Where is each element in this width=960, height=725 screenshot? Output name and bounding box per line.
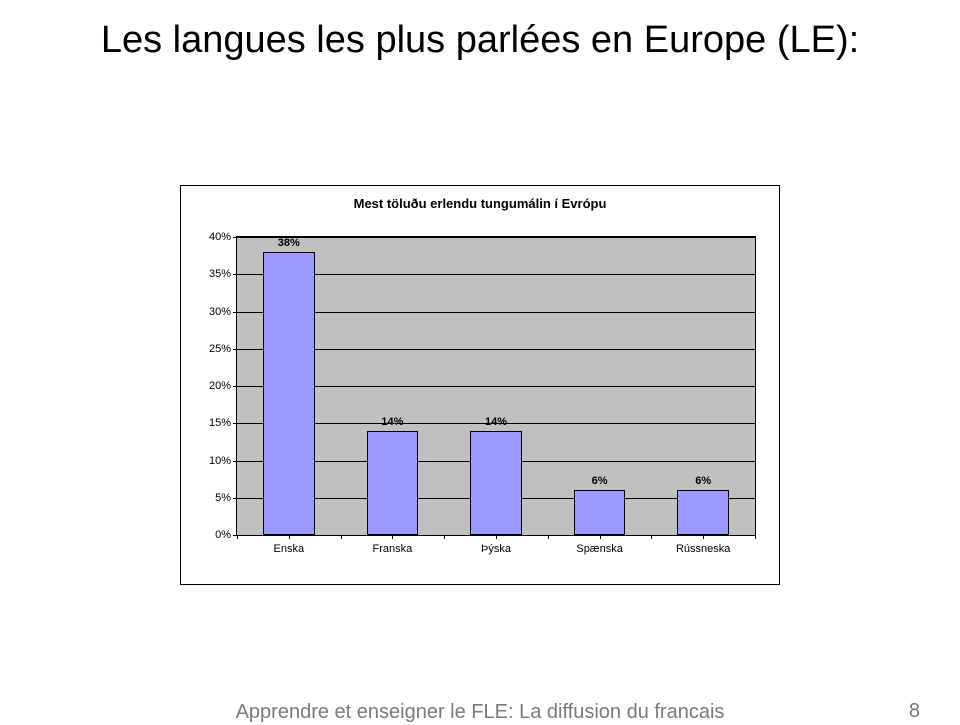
- chart-gridline: [237, 386, 755, 387]
- chart-ytick-mark: [233, 274, 237, 275]
- chart-ytick-label: 5%: [215, 492, 231, 504]
- chart-gridline: [237, 237, 755, 238]
- chart-gridline: [237, 312, 755, 313]
- slide: Les langues les plus parlées en Europe (…: [0, 0, 960, 720]
- chart-xtick-mark: [548, 535, 549, 539]
- chart-gridline: [237, 349, 755, 350]
- chart-ytick-label: 10%: [209, 455, 231, 467]
- chart-bar-value-label: 6%: [575, 475, 625, 487]
- chart-ytick-label: 0%: [215, 529, 231, 541]
- chart-bar: 38%: [263, 252, 315, 535]
- chart-xtick-label: Enska: [274, 543, 305, 555]
- chart-ytick-label: 35%: [209, 268, 231, 280]
- chart-bar-value-label: 14%: [368, 416, 418, 428]
- chart-xtick-label: Spænska: [576, 543, 622, 555]
- chart-ytick-label: 25%: [209, 343, 231, 355]
- chart-ytick-mark: [233, 349, 237, 350]
- chart-ytick-mark: [233, 461, 237, 462]
- chart-bar: 14%: [367, 431, 419, 535]
- chart-ytick-mark: [233, 237, 237, 238]
- chart-container: Mest töluðu erlendu tungumálin í Evrópu …: [180, 185, 780, 585]
- footer-text: Apprendre et enseigner le FLE: La diffus…: [0, 700, 960, 725]
- chart-xtick-mark: [289, 535, 290, 539]
- chart-xtick-mark: [237, 535, 238, 539]
- chart-xtick-mark: [444, 535, 445, 539]
- chart-ytick-mark: [233, 312, 237, 313]
- chart-gridline: [237, 274, 755, 275]
- chart-bar: 14%: [470, 431, 522, 535]
- chart-bar: 6%: [677, 490, 729, 535]
- chart-bar-value-label: 14%: [471, 416, 521, 428]
- chart-xtick-label: Þýska: [481, 543, 511, 555]
- chart-xtick-mark: [600, 535, 601, 539]
- chart-xtick-label: Rússneska: [676, 543, 730, 555]
- chart-bar-value-label: 6%: [678, 475, 728, 487]
- chart-xtick-mark: [496, 535, 497, 539]
- chart-plot-area: 0%5%10%15%20%25%30%35%40%38%Enska14%Fran…: [236, 236, 756, 536]
- chart-ytick-label: 15%: [209, 417, 231, 429]
- chart-ytick-label: 30%: [209, 306, 231, 318]
- chart-ytick-label: 20%: [209, 380, 231, 392]
- page-title: Les langues les plus parlées en Europe (…: [0, 0, 960, 64]
- chart-bar-value-label: 38%: [264, 237, 314, 249]
- chart-ytick-label: 40%: [209, 231, 231, 243]
- chart-xtick-mark: [651, 535, 652, 539]
- chart-ytick-mark: [233, 498, 237, 499]
- chart-xtick-label: Franska: [373, 543, 413, 555]
- chart-xtick-mark: [341, 535, 342, 539]
- chart-xtick-mark: [755, 535, 756, 539]
- chart-ytick-mark: [233, 386, 237, 387]
- chart-xtick-mark: [392, 535, 393, 539]
- chart-bar: 6%: [574, 490, 626, 535]
- chart-xtick-mark: [703, 535, 704, 539]
- chart-ytick-mark: [233, 423, 237, 424]
- chart-title: Mest töluðu erlendu tungumálin í Evrópu: [181, 186, 779, 211]
